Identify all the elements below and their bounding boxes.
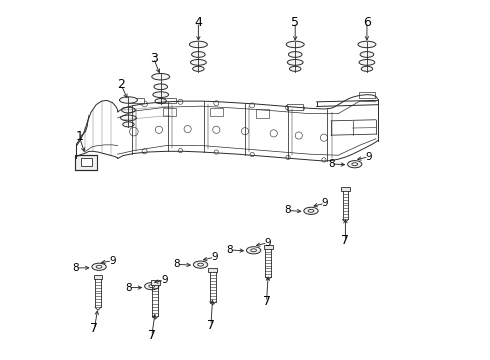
Text: 7: 7 [342, 234, 349, 247]
Text: 9: 9 [321, 198, 328, 208]
Text: 8: 8 [284, 206, 291, 216]
Ellipse shape [358, 41, 376, 48]
Circle shape [178, 148, 183, 153]
Text: 7: 7 [207, 319, 215, 332]
Ellipse shape [352, 163, 358, 166]
Ellipse shape [190, 41, 207, 48]
Ellipse shape [246, 247, 261, 254]
Circle shape [300, 106, 304, 111]
Text: 9: 9 [161, 275, 168, 285]
Text: 1: 1 [75, 130, 83, 144]
Ellipse shape [347, 161, 362, 168]
Ellipse shape [92, 263, 106, 270]
Text: 7: 7 [263, 296, 270, 309]
Text: 9: 9 [366, 152, 372, 162]
Bar [210, 108, 223, 116]
Ellipse shape [361, 66, 373, 71]
Text: 2: 2 [117, 78, 125, 91]
Circle shape [214, 101, 219, 106]
Ellipse shape [155, 99, 167, 104]
Circle shape [295, 132, 302, 139]
Text: 8: 8 [328, 159, 334, 169]
Circle shape [155, 126, 163, 134]
Text: 8: 8 [73, 263, 79, 273]
Text: 4: 4 [195, 16, 202, 29]
Circle shape [214, 150, 219, 154]
Bar [75, 155, 97, 170]
Text: 9: 9 [109, 256, 116, 266]
Circle shape [242, 128, 248, 135]
Circle shape [250, 152, 254, 157]
Ellipse shape [122, 107, 135, 113]
Ellipse shape [191, 59, 206, 65]
Circle shape [286, 105, 291, 110]
Bar [151, 280, 160, 285]
Circle shape [320, 134, 327, 141]
Ellipse shape [308, 210, 314, 212]
Ellipse shape [120, 97, 137, 103]
Ellipse shape [359, 59, 375, 65]
Ellipse shape [192, 51, 205, 57]
Circle shape [250, 103, 255, 108]
Bar [163, 108, 176, 116]
Ellipse shape [152, 73, 170, 80]
Circle shape [322, 158, 326, 162]
Circle shape [142, 149, 147, 154]
Ellipse shape [287, 59, 303, 65]
Bar [160, 98, 176, 103]
Text: 7: 7 [148, 329, 156, 342]
Circle shape [129, 127, 138, 136]
Ellipse shape [121, 115, 136, 121]
Circle shape [270, 130, 277, 137]
Ellipse shape [194, 261, 208, 268]
Ellipse shape [286, 41, 304, 48]
Ellipse shape [122, 122, 134, 127]
Ellipse shape [251, 249, 256, 252]
Ellipse shape [149, 285, 155, 288]
Ellipse shape [197, 263, 203, 266]
Circle shape [213, 126, 220, 134]
Bar [256, 109, 270, 118]
Bar [94, 275, 102, 279]
Bar [128, 98, 144, 103]
Text: 8: 8 [227, 245, 233, 255]
Ellipse shape [154, 84, 168, 90]
Ellipse shape [145, 283, 159, 290]
Ellipse shape [193, 66, 204, 71]
Bar [264, 244, 272, 249]
Ellipse shape [96, 265, 102, 268]
Circle shape [142, 101, 147, 107]
Text: 5: 5 [291, 16, 299, 29]
Text: 8: 8 [125, 283, 132, 293]
Bar [287, 104, 303, 110]
Text: 7: 7 [90, 322, 98, 335]
Bar [341, 187, 350, 192]
Ellipse shape [289, 51, 302, 57]
Ellipse shape [304, 207, 318, 215]
Text: 3: 3 [149, 51, 157, 64]
Ellipse shape [153, 92, 169, 98]
Text: 9: 9 [211, 252, 218, 262]
Ellipse shape [290, 66, 301, 71]
Bar [359, 92, 375, 98]
Text: 9: 9 [264, 238, 271, 248]
Text: 8: 8 [173, 259, 180, 269]
Bar [208, 268, 217, 272]
Circle shape [184, 126, 191, 133]
Circle shape [178, 99, 183, 104]
Ellipse shape [360, 51, 374, 57]
Circle shape [286, 155, 290, 159]
Bar [81, 158, 92, 166]
Text: 6: 6 [363, 16, 371, 29]
